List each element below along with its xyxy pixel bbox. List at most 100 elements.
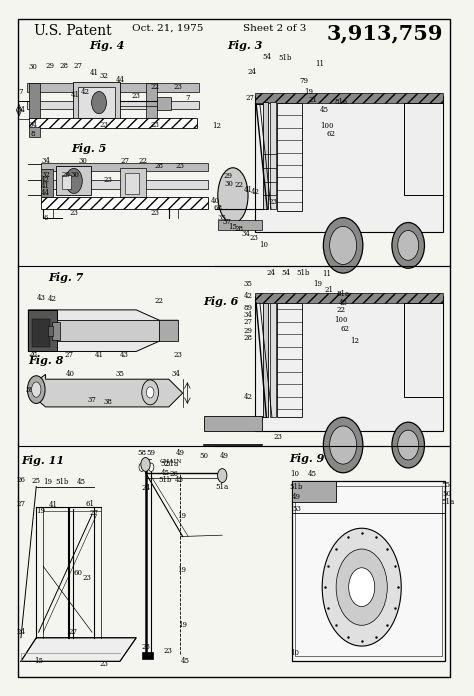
Text: 28: 28	[60, 62, 69, 70]
Bar	[78, 87, 115, 118]
Bar	[73, 83, 120, 120]
Text: 35: 35	[218, 214, 227, 221]
Ellipse shape	[398, 430, 419, 460]
Text: 23: 23	[99, 121, 108, 129]
Text: 27: 27	[246, 95, 255, 102]
Text: 43: 43	[120, 351, 129, 359]
Text: 27: 27	[69, 628, 78, 636]
Bar	[41, 180, 208, 189]
Text: 52: 52	[161, 461, 170, 468]
Bar	[142, 651, 154, 658]
Bar	[41, 197, 208, 209]
Text: 11: 11	[315, 60, 324, 68]
Bar	[263, 303, 268, 418]
Text: 23: 23	[99, 660, 108, 668]
Bar	[56, 166, 91, 196]
Text: 25: 25	[32, 477, 41, 485]
Text: 45: 45	[174, 475, 183, 484]
Text: 51b: 51b	[158, 475, 172, 484]
Text: Fig. 5: Fig. 5	[71, 143, 107, 155]
Text: 15: 15	[228, 223, 237, 230]
Text: 37: 37	[223, 218, 232, 226]
Text: 45: 45	[338, 299, 347, 307]
Polygon shape	[159, 320, 178, 341]
Text: 23: 23	[164, 647, 172, 655]
Bar	[218, 220, 262, 230]
Ellipse shape	[323, 418, 363, 473]
Text: 24: 24	[17, 628, 26, 636]
Text: 40: 40	[211, 197, 220, 205]
Bar	[62, 175, 71, 189]
Text: 54: 54	[282, 269, 291, 277]
Text: 29: 29	[243, 326, 252, 335]
Ellipse shape	[27, 376, 45, 404]
Text: 35: 35	[116, 370, 124, 379]
Bar	[255, 292, 443, 303]
Text: 23: 23	[268, 198, 277, 207]
Text: Fig. 9: Fig. 9	[290, 453, 325, 464]
Text: 34: 34	[171, 370, 180, 378]
Text: 28: 28	[235, 225, 244, 232]
Text: CHAIN: CHAIN	[159, 459, 182, 464]
Text: 49: 49	[176, 450, 185, 457]
Text: 26: 26	[170, 470, 179, 478]
Circle shape	[349, 568, 375, 607]
Ellipse shape	[392, 223, 425, 268]
Circle shape	[142, 380, 158, 405]
Circle shape	[218, 468, 227, 482]
Bar	[52, 322, 60, 340]
Text: 30: 30	[28, 63, 37, 71]
Bar	[292, 481, 446, 661]
Ellipse shape	[32, 382, 41, 397]
Text: 100: 100	[320, 122, 334, 130]
Text: 29: 29	[46, 62, 55, 70]
Text: 50: 50	[199, 452, 208, 460]
Text: 41: 41	[243, 186, 252, 194]
Text: 23: 23	[104, 176, 113, 184]
Text: 19: 19	[36, 507, 46, 515]
Text: 6: 6	[43, 214, 48, 221]
Text: 42: 42	[250, 188, 259, 196]
Bar	[277, 103, 302, 211]
Bar	[29, 118, 197, 127]
Text: 27: 27	[64, 351, 73, 359]
Text: 29: 29	[224, 172, 233, 180]
Text: 22: 22	[155, 297, 164, 305]
Text: 51b: 51b	[297, 269, 310, 277]
Text: 19: 19	[313, 280, 322, 288]
Text: 28: 28	[28, 349, 37, 358]
Text: 30: 30	[225, 180, 234, 188]
Bar	[29, 84, 39, 118]
Text: 55: 55	[441, 481, 450, 489]
Ellipse shape	[392, 422, 425, 468]
Text: 51b: 51b	[278, 54, 292, 62]
Bar	[41, 169, 53, 197]
Text: 26: 26	[17, 475, 26, 484]
Text: 10: 10	[260, 242, 269, 249]
Bar	[28, 310, 57, 351]
Text: 41: 41	[70, 91, 79, 99]
Text: 8: 8	[31, 130, 35, 139]
Text: 22: 22	[139, 157, 148, 165]
Circle shape	[65, 168, 82, 193]
Text: 29: 29	[61, 171, 70, 179]
Text: 34: 34	[17, 106, 25, 114]
Text: 68: 68	[213, 204, 222, 212]
Text: 19: 19	[177, 512, 186, 520]
Text: 3,913,759: 3,913,759	[327, 24, 443, 44]
Bar	[48, 326, 54, 335]
Bar	[277, 303, 302, 418]
Text: 12: 12	[212, 122, 221, 130]
Text: 81a: 81a	[337, 290, 350, 298]
Text: 39: 39	[26, 386, 35, 394]
Text: 30: 30	[71, 171, 79, 179]
Text: 19: 19	[304, 88, 313, 95]
Text: 42: 42	[48, 296, 57, 303]
Circle shape	[146, 387, 154, 398]
Bar	[57, 320, 159, 341]
Text: Fig. 7: Fig. 7	[48, 271, 83, 283]
Text: 40: 40	[66, 370, 75, 379]
Text: 44: 44	[41, 189, 50, 197]
Text: 45: 45	[77, 478, 86, 487]
Text: 34: 34	[28, 121, 37, 129]
